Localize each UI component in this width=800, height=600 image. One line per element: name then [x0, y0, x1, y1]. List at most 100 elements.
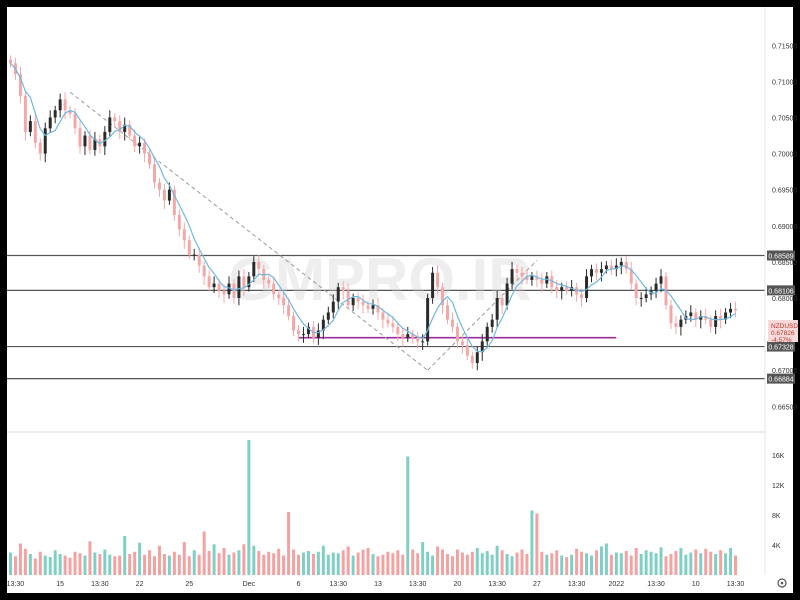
volume-bar[interactable]	[162, 554, 166, 575]
candle[interactable]	[197, 247, 201, 273]
volume-bar[interactable]	[351, 555, 355, 576]
volume-bar[interactable]	[18, 543, 22, 576]
candle[interactable]	[575, 282, 579, 302]
candle[interactable]	[182, 222, 186, 249]
volume-bar[interactable]	[475, 548, 479, 575]
volume-bar[interactable]	[570, 554, 574, 575]
volume-bar[interactable]	[684, 554, 688, 575]
candle[interactable]	[406, 326, 410, 343]
volume-bar[interactable]	[495, 545, 499, 575]
volume-bar[interactable]	[167, 555, 171, 576]
candle[interactable]	[500, 293, 504, 314]
volume-bar[interactable]	[565, 557, 569, 575]
volume-bar[interactable]	[575, 548, 579, 575]
candle[interactable]	[545, 272, 549, 288]
volume-bar[interactable]	[148, 550, 152, 575]
candle[interactable]	[366, 300, 370, 314]
volume-bar[interactable]	[252, 545, 256, 575]
volume-bar[interactable]	[8, 552, 12, 576]
volume-bar[interactable]	[133, 551, 137, 575]
volume-bar[interactable]	[634, 548, 638, 575]
candle[interactable]	[505, 277, 509, 310]
volume-bar[interactable]	[709, 551, 713, 575]
candle[interactable]	[232, 279, 236, 304]
settings-gear-icon[interactable]	[777, 578, 787, 588]
volume-bar[interactable]	[465, 554, 469, 575]
volume-bar[interactable]	[361, 549, 365, 576]
volume-bar[interactable]	[267, 551, 271, 575]
volume-bar[interactable]	[689, 552, 693, 576]
volume-bar[interactable]	[585, 553, 589, 575]
candle[interactable]	[38, 138, 42, 161]
candle[interactable]	[18, 66, 22, 104]
volume-bar[interactable]	[287, 512, 291, 575]
candle[interactable]	[326, 306, 330, 325]
volume-bar[interactable]	[525, 554, 529, 575]
candle[interactable]	[585, 269, 589, 303]
volume-bar[interactable]	[177, 554, 181, 575]
candle[interactable]	[590, 264, 593, 283]
candle[interactable]	[639, 292, 643, 307]
volume-bar[interactable]	[530, 510, 534, 576]
candle[interactable]	[8, 55, 12, 68]
volume-bar[interactable]	[724, 553, 728, 575]
volume-bar[interactable]	[197, 554, 201, 575]
volume-bar[interactable]	[356, 552, 360, 576]
candle[interactable]	[450, 312, 454, 333]
volume-bar[interactable]	[699, 553, 703, 575]
candle[interactable]	[624, 256, 628, 274]
volume-bar[interactable]	[33, 558, 37, 576]
candle[interactable]	[48, 110, 52, 133]
candle[interactable]	[381, 308, 385, 329]
candle[interactable]	[93, 131, 97, 156]
volume-bar[interactable]	[704, 548, 708, 575]
volume-bar[interactable]	[391, 553, 395, 575]
volume-bar[interactable]	[98, 554, 102, 575]
candle[interactable]	[113, 113, 117, 127]
volume-bar[interactable]	[88, 541, 92, 575]
volume-bar[interactable]	[669, 554, 673, 575]
candle[interactable]	[282, 292, 286, 314]
volume-bar[interactable]	[679, 548, 683, 575]
volume-bar[interactable]	[366, 548, 370, 575]
volume-bar[interactable]	[729, 548, 733, 575]
candle[interactable]	[123, 117, 127, 141]
volume-bar[interactable]	[172, 551, 176, 575]
candle[interactable]	[272, 276, 276, 301]
candle[interactable]	[515, 264, 519, 280]
volume-bar[interactable]	[237, 550, 241, 575]
volume-bar[interactable]	[262, 554, 266, 575]
candle[interactable]	[436, 265, 440, 295]
volume-bar[interactable]	[674, 551, 678, 575]
volume-bar[interactable]	[222, 548, 226, 575]
volume-bar[interactable]	[515, 552, 519, 576]
volume-bar[interactable]	[426, 551, 430, 575]
candle[interactable]	[361, 294, 365, 314]
volume-bar[interactable]	[108, 554, 112, 575]
volume-bar[interactable]	[411, 549, 415, 576]
volume-bar[interactable]	[182, 542, 186, 575]
candle[interactable]	[341, 281, 345, 300]
volume-bar[interactable]	[406, 456, 410, 576]
volume-bar[interactable]	[599, 546, 603, 576]
candle[interactable]	[321, 315, 325, 340]
volume-bar[interactable]	[331, 552, 335, 576]
volume-bar[interactable]	[58, 554, 62, 575]
candle[interactable]	[356, 292, 360, 309]
volume-bar[interactable]	[505, 554, 509, 575]
volume-bar[interactable]	[232, 552, 236, 576]
candle[interactable]	[401, 328, 405, 347]
candle[interactable]	[177, 209, 181, 237]
volume-bar[interactable]	[53, 550, 57, 575]
candle[interactable]	[252, 256, 256, 283]
volume-bar[interactable]	[381, 554, 385, 575]
volume-bar[interactable]	[371, 554, 375, 575]
candle[interactable]	[247, 272, 251, 292]
volume-bar[interactable]	[510, 556, 514, 575]
candle[interactable]	[83, 131, 87, 156]
volume-bar[interactable]	[23, 548, 27, 575]
candle[interactable]	[674, 316, 678, 335]
candle[interactable]	[654, 277, 658, 299]
time-axis[interactable]: 13:30 15 13:30 22 25 Dec 6 13:30 13 13:30 20 13:30 2…	[7, 581, 745, 588]
candle[interactable]	[376, 298, 380, 320]
